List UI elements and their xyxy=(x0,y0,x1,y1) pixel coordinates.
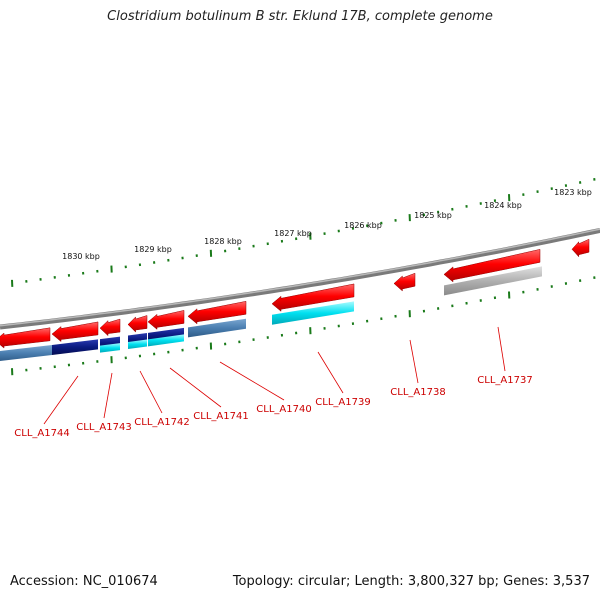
backbone-ring xyxy=(0,227,600,330)
cds-arrow xyxy=(187,300,247,325)
scale-label: 1823 kbp xyxy=(554,188,592,197)
gene-label: CLL_A1738 xyxy=(390,387,445,398)
gene-leader-line xyxy=(497,326,506,372)
cds-arrow xyxy=(271,283,355,312)
gene-label: CLL_A1737 xyxy=(477,375,532,386)
cds-arrow xyxy=(147,310,185,330)
gene-leader-line xyxy=(139,370,163,414)
page-title: Clostridium botulinum B str. Eklund 17B,… xyxy=(107,9,493,24)
cog-category-bar xyxy=(0,345,52,361)
genome-stats-text: Topology: circular; Length: 3,800,327 bp… xyxy=(232,574,590,589)
cog-category-bar xyxy=(444,266,542,296)
gene-leader-line xyxy=(219,361,285,401)
scale-label: 1829 kbp xyxy=(134,245,172,254)
cds-arrow xyxy=(393,272,416,292)
genes-label: Genes: xyxy=(503,574,549,589)
cog-category-bar xyxy=(148,334,184,347)
gene-label: CLL_A1744 xyxy=(14,428,69,439)
topology-value: circular xyxy=(297,574,346,589)
scale-label: 1824 kbp xyxy=(484,201,522,210)
accession-text: Accession: NC_010674 xyxy=(10,574,158,589)
gene-leader-line xyxy=(169,367,222,408)
cog-category-bar xyxy=(272,301,354,325)
cds-arrow xyxy=(99,318,121,337)
gene-leader-line xyxy=(43,375,79,425)
gene-leader-line xyxy=(103,372,113,419)
gene-label: CLL_A1739 xyxy=(315,397,370,408)
cds-arrow xyxy=(51,321,99,343)
genes-value: 3,537 xyxy=(552,574,590,589)
gene-label: CLL_A1742 xyxy=(134,417,189,428)
gene-leader-line xyxy=(409,339,419,384)
cog-category-bar xyxy=(188,318,246,338)
length-label: Length: xyxy=(354,574,404,589)
cds-arrow xyxy=(127,315,148,333)
cog-category-bar xyxy=(100,343,120,353)
accession-value: NC_010674 xyxy=(82,574,158,589)
cds-arrow xyxy=(571,238,590,258)
scale-label: 1827 kbp xyxy=(274,229,312,238)
topology-label: Topology: xyxy=(232,574,294,589)
gene-label: CLL_A1743 xyxy=(76,422,131,433)
cds-arrow xyxy=(443,249,541,283)
length-value: 3,800,327 bp xyxy=(407,574,495,589)
backbone-highlight xyxy=(0,228,600,327)
scale-label: 1825 kbp xyxy=(414,211,452,220)
scale-label: 1826 kbp xyxy=(344,221,382,230)
gene-leader-line xyxy=(317,351,344,394)
gene-label: CLL_A1740 xyxy=(256,404,311,415)
accession-label: Accession: xyxy=(10,574,79,589)
scale-label: 1828 kbp xyxy=(204,237,242,246)
cog-category-bar xyxy=(52,339,98,356)
cog-category-bar xyxy=(128,339,147,350)
gene-label: CLL_A1741 xyxy=(193,411,248,422)
cds-arrow xyxy=(0,327,51,349)
scale-label: 1830 kbp xyxy=(62,252,100,261)
